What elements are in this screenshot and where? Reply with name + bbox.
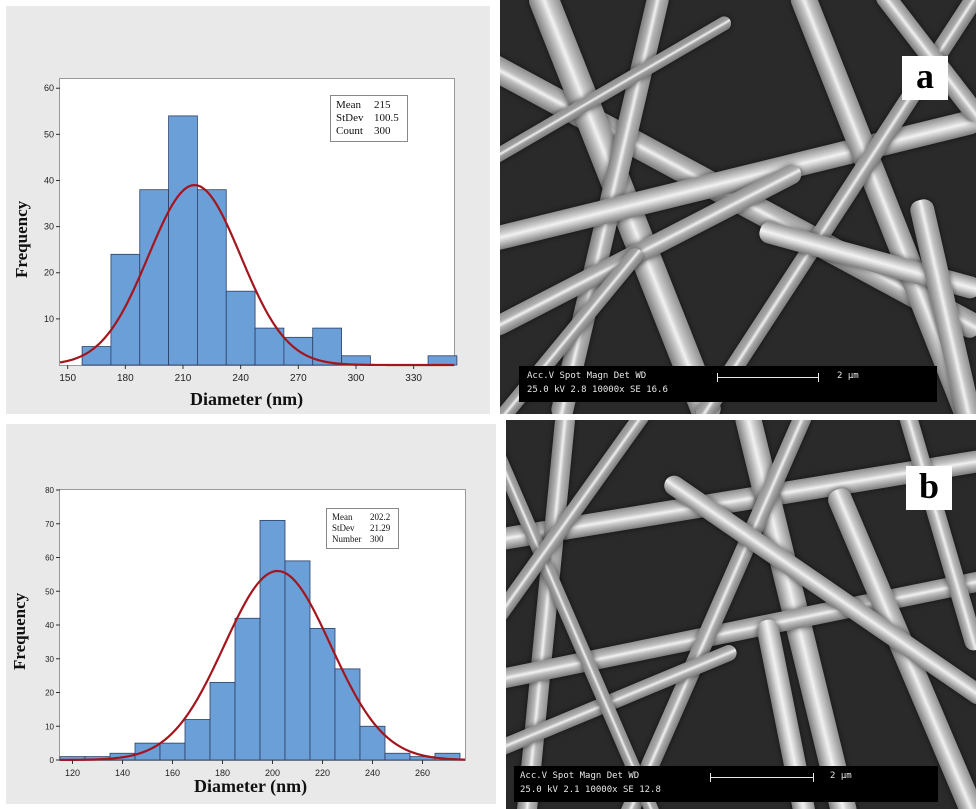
y-axis-label-a: Frequency	[12, 200, 31, 278]
histogram-bar	[209, 681, 236, 761]
x-tick-label: 330	[405, 373, 422, 384]
x-tick-label: 210	[175, 373, 192, 384]
y-tick-label: 20	[44, 268, 54, 278]
y-tick-label: 50	[44, 129, 54, 139]
y-tick-label: 30	[45, 655, 54, 664]
sem-image-b: b Acc.V Spot Magn Det WD 25.0 kV 2.1 100…	[506, 420, 976, 809]
x-tick-label: 180	[215, 768, 230, 778]
y-tick-label: 10	[45, 722, 54, 731]
normal-fit-curve	[59, 184, 454, 367]
y-tick-label: 70	[45, 520, 54, 529]
histogram-bar	[259, 519, 286, 761]
histogram-bar	[159, 742, 186, 761]
histogram-bar	[427, 355, 458, 366]
y-tick-label: 50	[45, 587, 54, 596]
histogram-bar	[168, 115, 198, 366]
histogram-bar	[139, 189, 169, 366]
histogram-panel-a: 150 180 210 240 270 300 330 10 20 30 40 50 60 Mean 21…	[6, 6, 490, 414]
x-tick-label: 300	[348, 373, 365, 384]
histogram-b-svg: 120 140 160 180 200 220 240 260 0 10 20 30 40 50 60 70 8…	[45, 486, 466, 778]
histogram-bar	[81, 346, 112, 366]
scale-label-a: 2 µm	[837, 371, 859, 381]
y-axis-label-b: Frequency	[10, 592, 29, 670]
sem-image-a: a Acc.V Spot Magn Det WD 25.0 kV 2.8 100…	[500, 0, 976, 414]
x-tick-label: 120	[65, 768, 80, 778]
x-axis-label-a: Diameter (nm)	[190, 389, 304, 409]
panel-label-b: b	[906, 466, 952, 510]
y-tick-label: 40	[45, 621, 54, 630]
sem-info-bar-b: Acc.V Spot Magn Det WD 25.0 kV 2.1 10000…	[514, 766, 938, 802]
x-tick-label: 270	[290, 373, 307, 384]
x-tick-label: 240	[365, 768, 380, 778]
scale-label-b: 2 µm	[830, 771, 852, 781]
y-tick-label: 40	[44, 175, 54, 185]
stats-box-b: Mean 202.2 StDev 21.29 Number 300	[326, 508, 400, 549]
histogram-bar	[184, 719, 211, 761]
y-tick-label: 60	[45, 554, 54, 563]
sem-info-values-a: 25.0 kV 2.8 10000x SE 16.6	[527, 385, 668, 395]
y-tick-label: 0	[50, 756, 55, 765]
histogram-bar	[334, 668, 361, 761]
x-tick-label: 240	[232, 373, 249, 384]
stats-box-a: Mean 215 StDev 100.5 Count 300	[330, 95, 408, 142]
histogram-bar	[234, 617, 261, 761]
x-tick-label: 150	[59, 373, 76, 384]
normal-fit-curve	[60, 569, 466, 762]
sem-info-values-b: 25.0 kV 2.1 10000x SE 12.8	[520, 785, 661, 795]
histogram-a-svg: 150 180 210 240 270 300 330 10 20 30 40 50 60	[44, 83, 458, 384]
y-tick-label: 20	[45, 689, 54, 698]
scale-bar-a	[717, 373, 819, 382]
histogram-bar	[225, 290, 256, 366]
sem-info-header-b: Acc.V Spot Magn Det WD	[520, 771, 640, 781]
x-tick-label: 220	[315, 768, 330, 778]
histogram-bar	[384, 752, 411, 761]
histogram-bar	[197, 189, 227, 366]
histogram-bar	[312, 327, 342, 366]
plot-area-a: 150 180 210 240 270 300 330 10 20 30 40 50 60 Mean 21…	[44, 78, 458, 384]
sem-info-header-a: Acc.V Spot Magn Det WD	[527, 371, 647, 381]
y-tick-label: 60	[44, 83, 54, 93]
y-tick-label: 80	[45, 486, 54, 495]
x-tick-label: 180	[117, 373, 134, 384]
histogram-bar	[284, 560, 311, 761]
x-tick-label: 140	[115, 768, 130, 778]
x-tick-label: 160	[165, 768, 180, 778]
plot-area-b: 120 140 160 180 200 220 240 260 0 10 20 30 40 50 60 70 8…	[45, 486, 466, 778]
histogram-bar	[110, 253, 141, 366]
histogram-panel-b: 120 140 160 180 200 220 240 260 0 10 20 30 40 50 60 70 8…	[6, 424, 496, 804]
y-tick-label: 30	[44, 222, 54, 232]
x-tick-label: 200	[265, 768, 280, 778]
histogram-bar	[254, 327, 285, 366]
sem-info-bar-a: Acc.V Spot Magn Det WD 25.0 kV 2.8 10000…	[519, 366, 937, 402]
x-tick-label: 260	[415, 768, 430, 778]
x-axis-label-b: Diameter (nm)	[194, 776, 308, 796]
scale-bar-b	[710, 773, 814, 782]
y-tick-label: 10	[44, 314, 54, 324]
panel-label-a: a	[902, 56, 948, 100]
